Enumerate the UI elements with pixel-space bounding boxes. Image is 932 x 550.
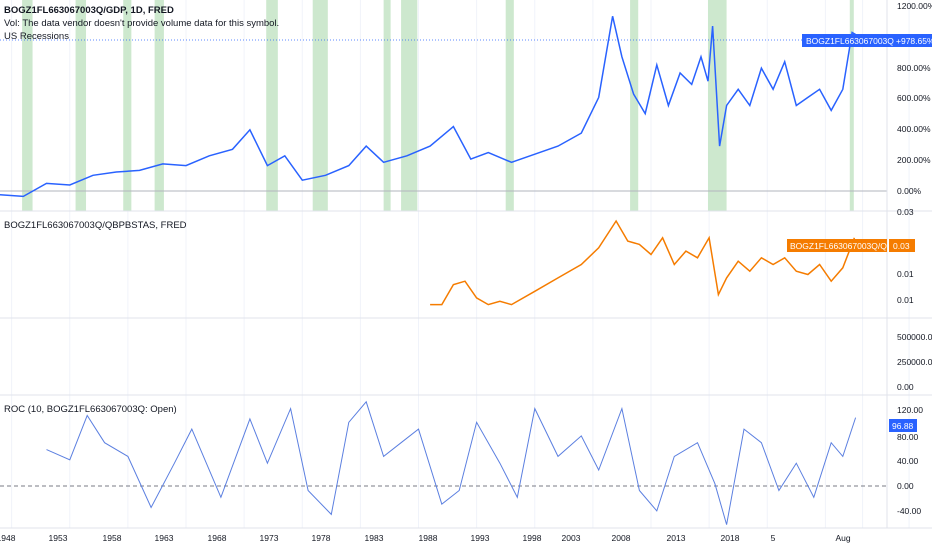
gdp-ratio-series — [0, 16, 859, 198]
pane2-y-tick: 0.03 — [897, 207, 914, 217]
gdp-symbol-tag: BOGZ1FL663067003Q/GDP — [806, 36, 915, 46]
pane4-y-tick: 0.00 — [897, 481, 914, 491]
pane3-y-tick: 250000.00 — [897, 357, 932, 367]
recession-band — [75, 0, 87, 211]
x-axis-tick: 5 — [771, 533, 776, 543]
pane4-legend: ROC (10, BOGZ1FL663067003Q: Open) — [4, 403, 177, 416]
x-axis-tick: 2018 — [721, 533, 740, 543]
pane2-y-tick: 0.01 — [897, 269, 914, 279]
pane4-y-tick: 80.00 — [897, 432, 919, 442]
x-axis-tick: 1983 — [365, 533, 384, 543]
x-axis-tick: 2008 — [612, 533, 631, 543]
x-axis-tick: 1998 — [523, 533, 542, 543]
recession-band — [401, 0, 418, 211]
pane3-y-tick: 500000.00 — [897, 332, 932, 342]
gdp-value-tag-bg — [894, 34, 932, 47]
x-axis-tick: 2013 — [667, 533, 686, 543]
pane1-recessions-label[interactable]: US Recessions — [4, 31, 69, 42]
qbp-symbol-tag: BOGZ1FL663067003Q/QBPBSTAS — [790, 241, 926, 251]
pane2-legend: BOGZ1FL663067003Q/QBPBSTAS, FRED — [4, 219, 187, 232]
pane3-y-tick: 0.00 — [897, 382, 914, 392]
x-axis-tick: 2003 — [562, 533, 581, 543]
pane1-y-tick: 0.00% — [897, 186, 922, 196]
gdp-value-tag: +978.65% — [896, 36, 932, 46]
pane1-y-tick: 1200.00% — [897, 1, 932, 11]
roc-value-tag: 96.88 — [892, 421, 914, 431]
pane1-y-tick: 400.00% — [897, 124, 931, 134]
x-axis-tick: 1948 — [0, 533, 16, 543]
pane2-y-tick: 0.01 — [897, 295, 914, 305]
qbp-price-tag[interactable]: BOGZ1FL663067003Q/QBPBSTAS 0.03 — [787, 239, 926, 252]
recession-band — [505, 0, 514, 211]
pane-separators — [0, 210, 932, 396]
recession-band — [154, 0, 164, 211]
recession-band — [266, 0, 278, 211]
gdp-symbol-tag-bg — [802, 34, 894, 47]
x-axis-tick: 1963 — [155, 533, 174, 543]
qbp-value-tag: 0.03 — [893, 241, 910, 251]
x-axis-tick: 1988 — [419, 533, 438, 543]
pane1-vol-note: Vol: The data vendor doesn't provide vol… — [4, 18, 280, 29]
x-axis-tick: Aug — [835, 533, 850, 543]
recession-band — [123, 0, 132, 211]
pane1-y-tick: 600.00% — [897, 93, 931, 103]
recession-band — [383, 0, 391, 211]
pane4-y-tick: 120.00 — [897, 405, 923, 415]
roc-series — [46, 400, 857, 525]
qbp-value-tag-bg — [889, 239, 915, 252]
pane4-label[interactable]: ROC (10, BOGZ1FL663067003Q: Open) — [4, 404, 177, 415]
pane4-y-tick: -40.00 — [897, 506, 921, 516]
recession-band — [849, 0, 854, 211]
recession-band — [312, 0, 328, 211]
pane4-y-tick: 40.00 — [897, 456, 919, 466]
recession-band — [22, 0, 33, 211]
pane1-symbol[interactable]: BOGZ1FL663067003Q/GDP, 1D, FRED — [4, 5, 174, 16]
pane1-y-tick: 800.00% — [897, 63, 931, 73]
roc-value-tag-bg — [889, 419, 917, 432]
recession-band — [630, 0, 639, 211]
x-axis-tick: 1993 — [471, 533, 490, 543]
x-axis-tick: 1973 — [260, 533, 279, 543]
x-axis-tick: 1978 — [312, 533, 331, 543]
pane1-y-tick: 200.00% — [897, 155, 931, 165]
x-axis-tick: 1953 — [49, 533, 68, 543]
pane1-legend: BOGZ1FL663067003Q/GDP, 1D, FRED Vol: The… — [4, 4, 279, 43]
pane2-symbol[interactable]: BOGZ1FL663067003Q/QBPBSTAS, FRED — [4, 220, 187, 231]
qbp-symbol-tag-bg — [787, 239, 887, 252]
roc-price-tag[interactable]: 96.88 — [889, 419, 917, 432]
x-axis-tick: 1968 — [208, 533, 227, 543]
gdp-price-tag[interactable]: BOGZ1FL663067003Q/GDP +978.65% — [802, 34, 932, 47]
x-axis-tick: 1958 — [103, 533, 122, 543]
qbpbstas-ratio-series — [430, 219, 856, 306]
